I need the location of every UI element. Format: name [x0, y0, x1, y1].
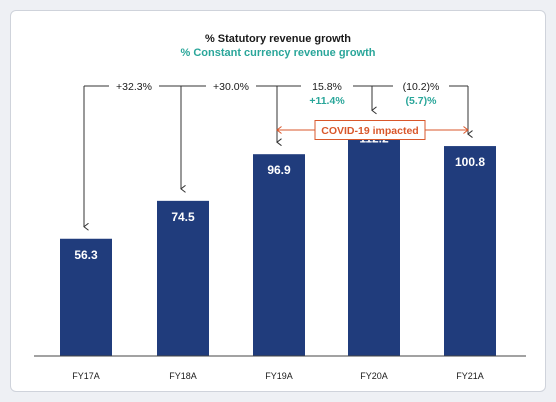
x-tick-label: FY21A: [456, 371, 484, 381]
statutory-growth-label: +32.3%: [116, 81, 152, 93]
x-tick-label: FY18A: [169, 371, 197, 381]
bar-FY20A: [348, 122, 400, 357]
x-tick-label: FY20A: [360, 371, 388, 381]
x-tick-label: FY17A: [72, 371, 100, 381]
covid-label: COVID-19 impacted: [321, 125, 418, 137]
chart-title: % Statutory revenue growth: [205, 33, 351, 45]
statutory-growth-label: 15.8%: [312, 81, 342, 93]
x-tick-label: FY19A: [265, 371, 293, 381]
constant-currency-growth-label: +11.4%: [309, 95, 345, 107]
bar-value-label: 100.8: [455, 155, 485, 169]
x-axis-ticks: FY17A FY18A FY19A FY20A FY21A: [72, 371, 484, 381]
covid-box: [314, 120, 426, 140]
bar-value-label: 74.5: [171, 210, 195, 224]
bar-FY17A: [60, 238, 112, 356]
statutory-growth-label: +30.0%: [213, 81, 249, 93]
growth-annotations: +32.3% +30.0% 15.8% +11.4% (10.2)% (5.7)%: [83, 81, 473, 231]
bar-FY21A: [444, 146, 496, 356]
covid-highlight: COVID-19 impacted: [276, 120, 469, 140]
bars-group: 56.374.596.9112.2100.8: [60, 122, 496, 357]
bar-FY19A: [253, 154, 305, 356]
bar-value-label: 96.9: [267, 163, 291, 177]
chart-subtitle: % Constant currency revenue growth: [181, 47, 376, 59]
statutory-growth-label: (10.2)%: [403, 81, 440, 93]
bar-FY18A: [157, 200, 209, 356]
bar-value-label: 56.3: [74, 248, 98, 262]
constant-currency-growth-label: (5.7)%: [406, 95, 438, 107]
